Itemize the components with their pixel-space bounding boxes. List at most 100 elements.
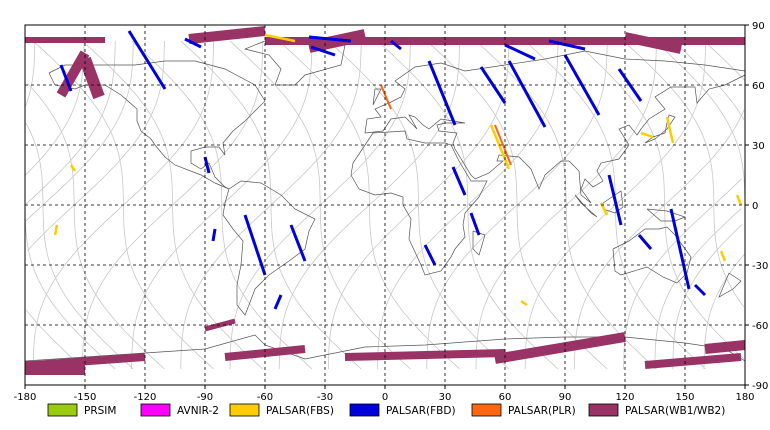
wb-swath [79, 56, 105, 100]
legend-label: PALSAR(FBD) [386, 405, 456, 417]
y-tick-label: 60 [752, 81, 765, 92]
latitude-ticks: 90 60 30 0 -30 -60 -90 [745, 21, 768, 392]
y-tick-label: -90 [752, 381, 768, 392]
wb-swath [623, 32, 683, 54]
legend-label: PALSAR(FBS) [266, 405, 334, 417]
fbd-swath [469, 212, 481, 236]
y-tick-label: -60 [752, 321, 768, 332]
legend-swatch [349, 403, 380, 417]
x-tick-label: 150 [675, 392, 694, 403]
wb-swath [704, 340, 746, 354]
x-tick-label: 0 [382, 392, 388, 403]
legend: PRSIM AVNIR-2 PALSAR(FBS) PALSAR(FBD) PALSAR… [47, 403, 725, 417]
coastline [718, 272, 742, 298]
fbd-swath [310, 45, 336, 57]
fbd-swath [563, 54, 601, 116]
coastlines [24, 38, 746, 362]
legend-label: PALSAR(WB1/WB2) [625, 405, 725, 417]
wb-swath [32, 353, 146, 369]
fbd-swath [211, 228, 217, 242]
plr-swath [494, 124, 512, 166]
x-tick-label: -120 [134, 392, 157, 403]
wb-swath [344, 349, 506, 361]
fbd-swath [693, 283, 707, 297]
x-tick-label: 120 [615, 392, 634, 403]
fbd-swath [423, 244, 437, 266]
coastline [350, 130, 488, 276]
orbit-track [328, 40, 510, 370]
fbd-swath [637, 234, 653, 250]
x-tick-label: 90 [559, 392, 572, 403]
fbd-swath [127, 30, 167, 90]
orbit-track [82, 40, 264, 370]
coastline [646, 208, 687, 222]
fbd-swath [617, 68, 643, 102]
y-tick-label: 0 [752, 201, 758, 212]
legend-label: PALSAR(PLR) [508, 405, 576, 417]
y-tick-label: -30 [752, 261, 768, 272]
y-tick-label: 90 [752, 21, 765, 32]
orbit-track [24, 41, 742, 369]
fbd-swath [607, 174, 623, 226]
fbd-swath [59, 64, 73, 92]
orbit-track [377, 40, 559, 370]
wb-swath [56, 50, 90, 98]
observation-swaths [25, 26, 746, 375]
fbs-swath [69, 164, 77, 172]
graticule [25, 25, 745, 385]
fbd-swath [273, 294, 283, 310]
y-tick-label: 30 [752, 141, 765, 152]
fbd-swath [427, 60, 457, 126]
orbit-track [25, 40, 745, 370]
legend-swatch [47, 403, 78, 417]
coastline [222, 180, 316, 316]
fbd-swath [507, 60, 547, 128]
orbit-track [27, 40, 746, 370]
fbs-swath [53, 224, 59, 236]
coastline [24, 334, 746, 362]
x-tick-label: -60 [257, 392, 273, 403]
wb-swath [224, 345, 306, 361]
x-tick-label: -150 [74, 392, 97, 403]
wb-swath [265, 37, 745, 45]
plr-swath [380, 84, 392, 110]
wb-swath [188, 26, 266, 44]
x-tick-label: 180 [735, 392, 754, 403]
orbit-track [24, 40, 746, 370]
x-tick-label: 60 [499, 392, 512, 403]
x-tick-label: 30 [439, 392, 452, 403]
x-tick-label: -30 [317, 392, 333, 403]
coastline [472, 230, 486, 256]
fbs-swath [665, 116, 675, 144]
longitude-ticks: -180 -150 -120 -90 -60 -30 0 30 60 90 120 150 180 [14, 385, 755, 403]
fbd-swath [308, 35, 352, 43]
coastline [364, 74, 746, 204]
wb-swath [494, 332, 626, 364]
fbd-swath [203, 156, 211, 174]
x-tick-label: -180 [14, 392, 37, 403]
fbs-swath [520, 299, 528, 307]
legend-swatch [588, 403, 619, 417]
fbs-swath [489, 124, 511, 170]
legend-label: AVNIR-2 [177, 405, 219, 417]
wb-swath [644, 353, 742, 369]
fbd-swath [390, 39, 402, 51]
fbs-swath [719, 250, 727, 262]
legend-label: PRSIM [84, 405, 116, 417]
fbd-swath [289, 224, 307, 262]
fbd-swath [548, 39, 586, 51]
coastline [372, 88, 382, 106]
legend-swatch [229, 403, 260, 417]
wb-swath [25, 37, 105, 43]
fbs-swath [640, 131, 654, 139]
fbd-swath [669, 208, 691, 290]
legend-swatch [140, 403, 171, 417]
orbit-track [131, 40, 313, 370]
fbd-swath [451, 166, 467, 196]
legend-swatch [471, 403, 502, 417]
coastline [364, 50, 746, 134]
fbd-swath [184, 37, 202, 49]
x-tick-label: -90 [197, 392, 213, 403]
fbd-swath [504, 43, 536, 61]
